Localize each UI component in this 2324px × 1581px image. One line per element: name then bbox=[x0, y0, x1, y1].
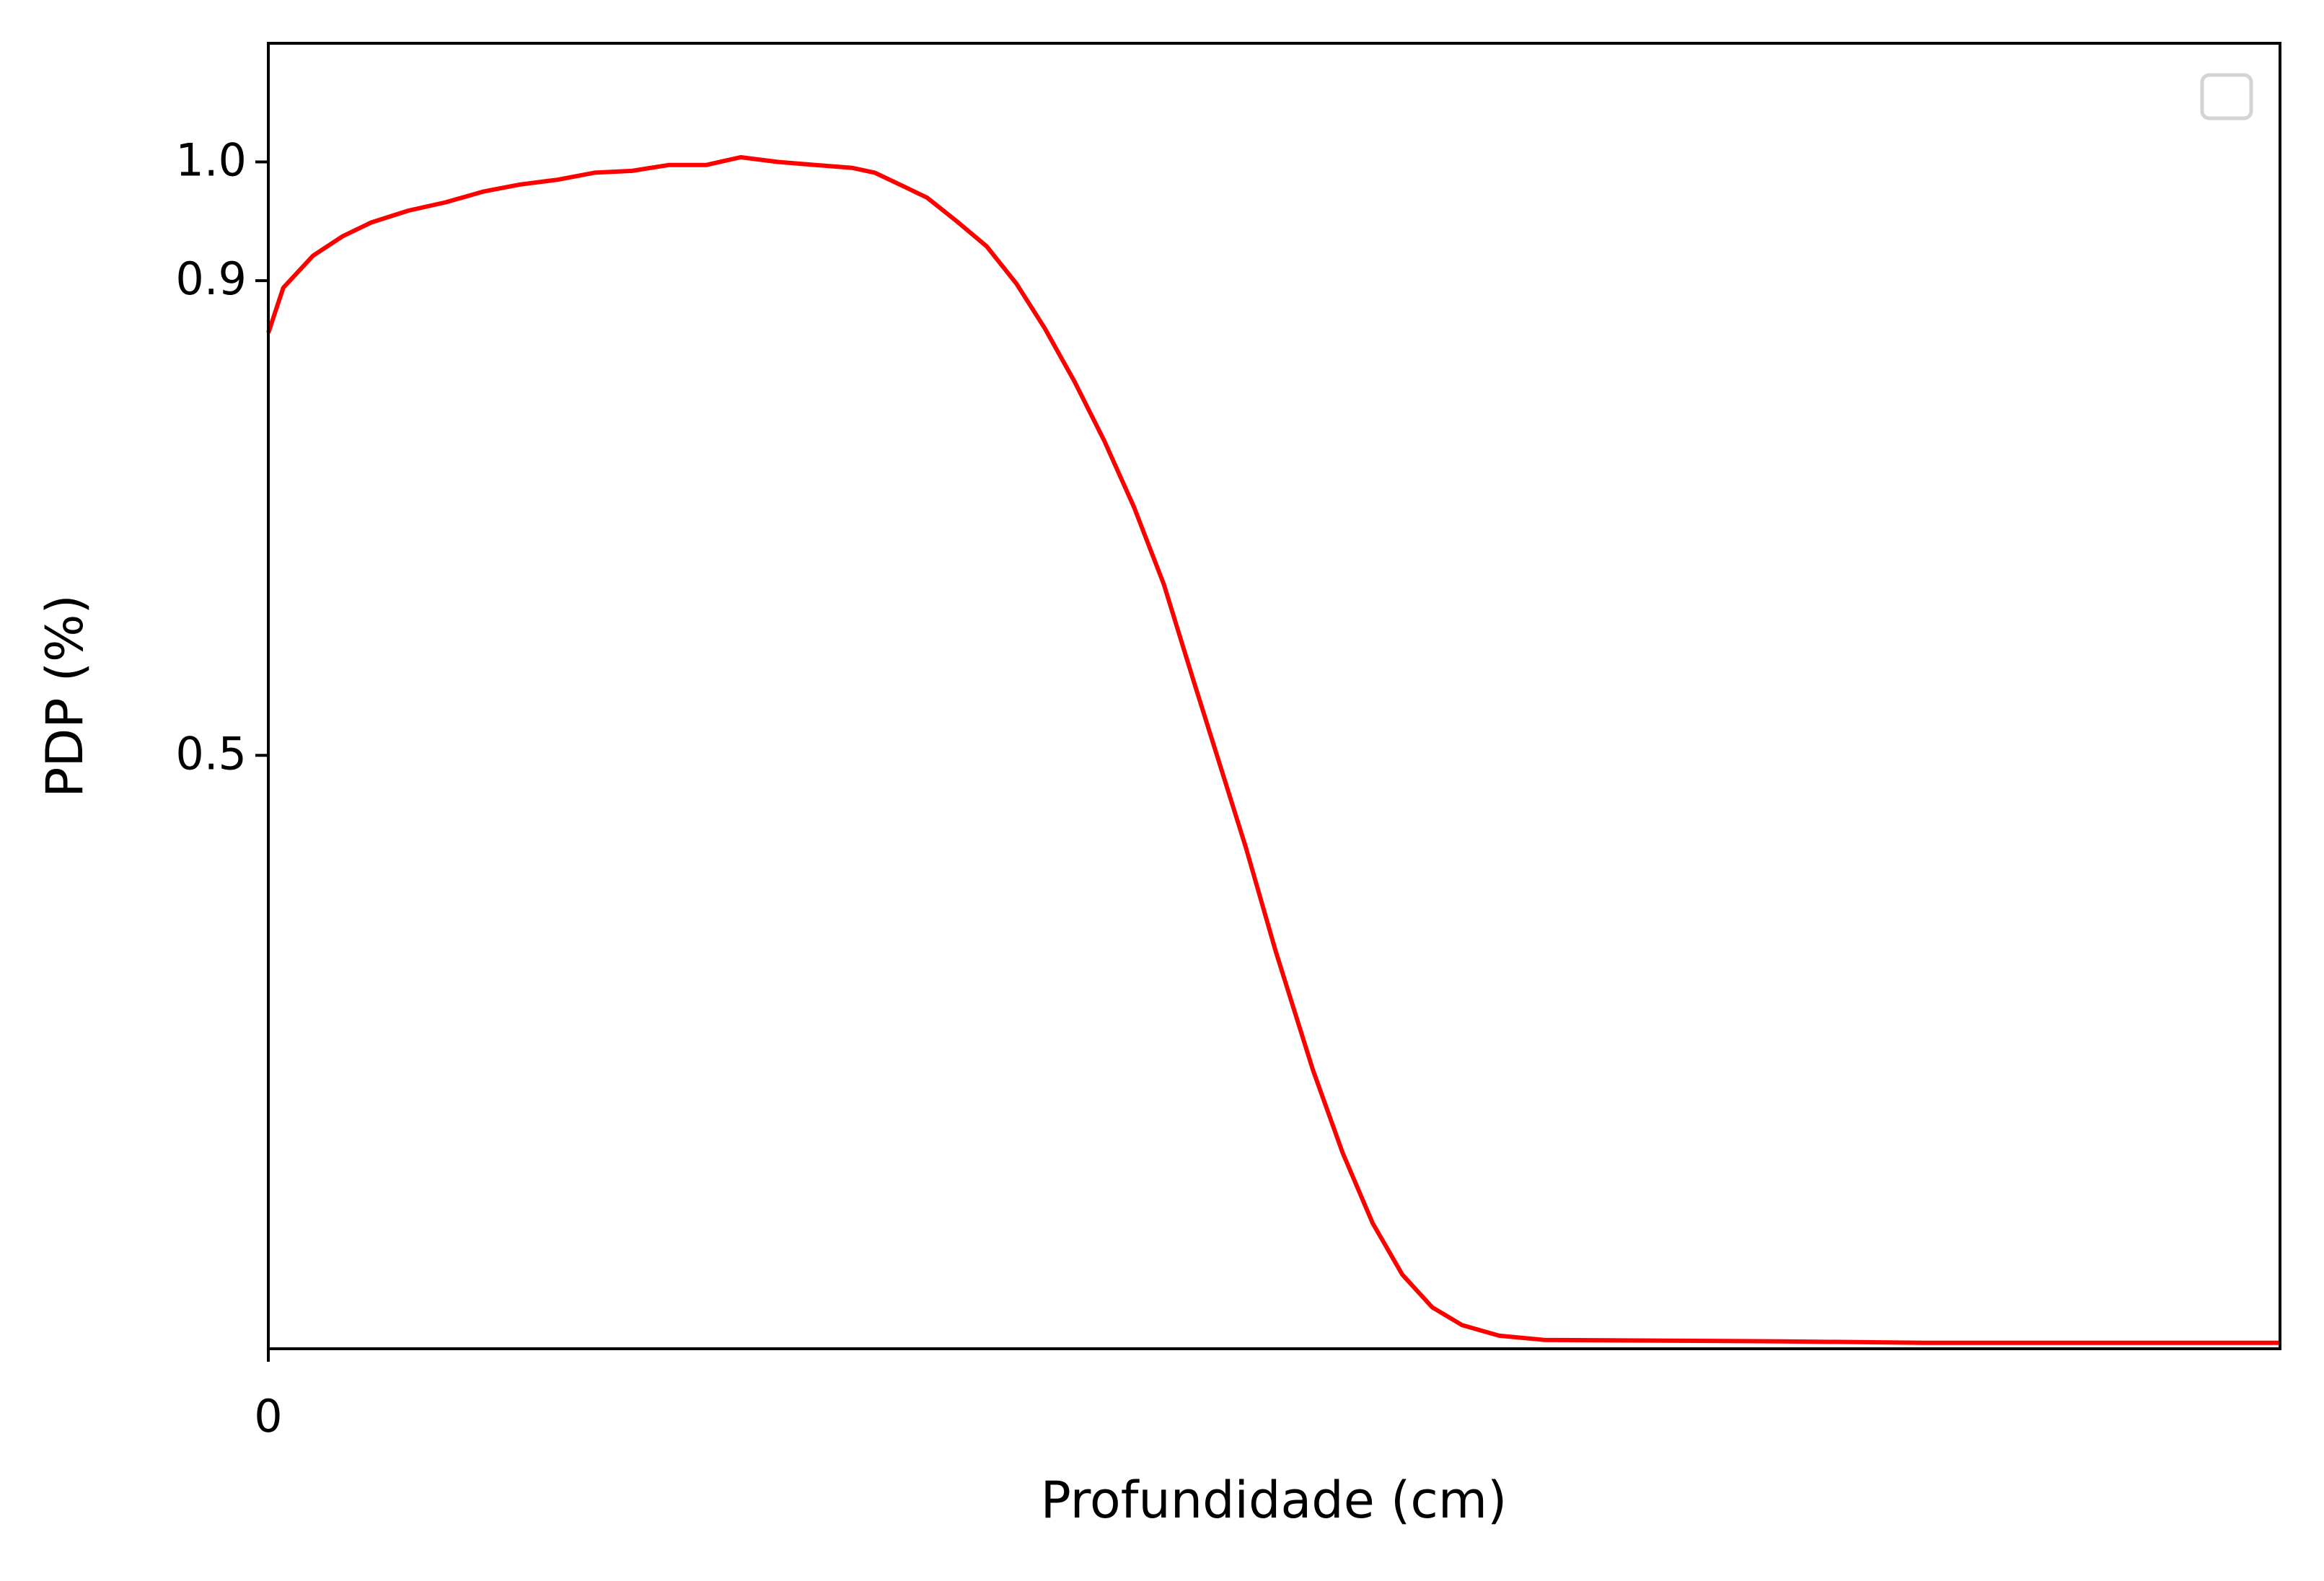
x-axis-label: Profundidade (cm) bbox=[1041, 1471, 1507, 1530]
y-tick-label: 0.9 bbox=[175, 252, 247, 305]
data-line bbox=[266, 155, 2280, 1345]
y-tick-label: 0.5 bbox=[175, 727, 247, 780]
x-tick-label: 0 bbox=[254, 1390, 282, 1443]
y-tick-label: 1.0 bbox=[175, 134, 247, 187]
y-axis-label: PDP (%) bbox=[35, 594, 94, 798]
plot-frame bbox=[267, 42, 2281, 1350]
legend bbox=[2200, 73, 2253, 120]
